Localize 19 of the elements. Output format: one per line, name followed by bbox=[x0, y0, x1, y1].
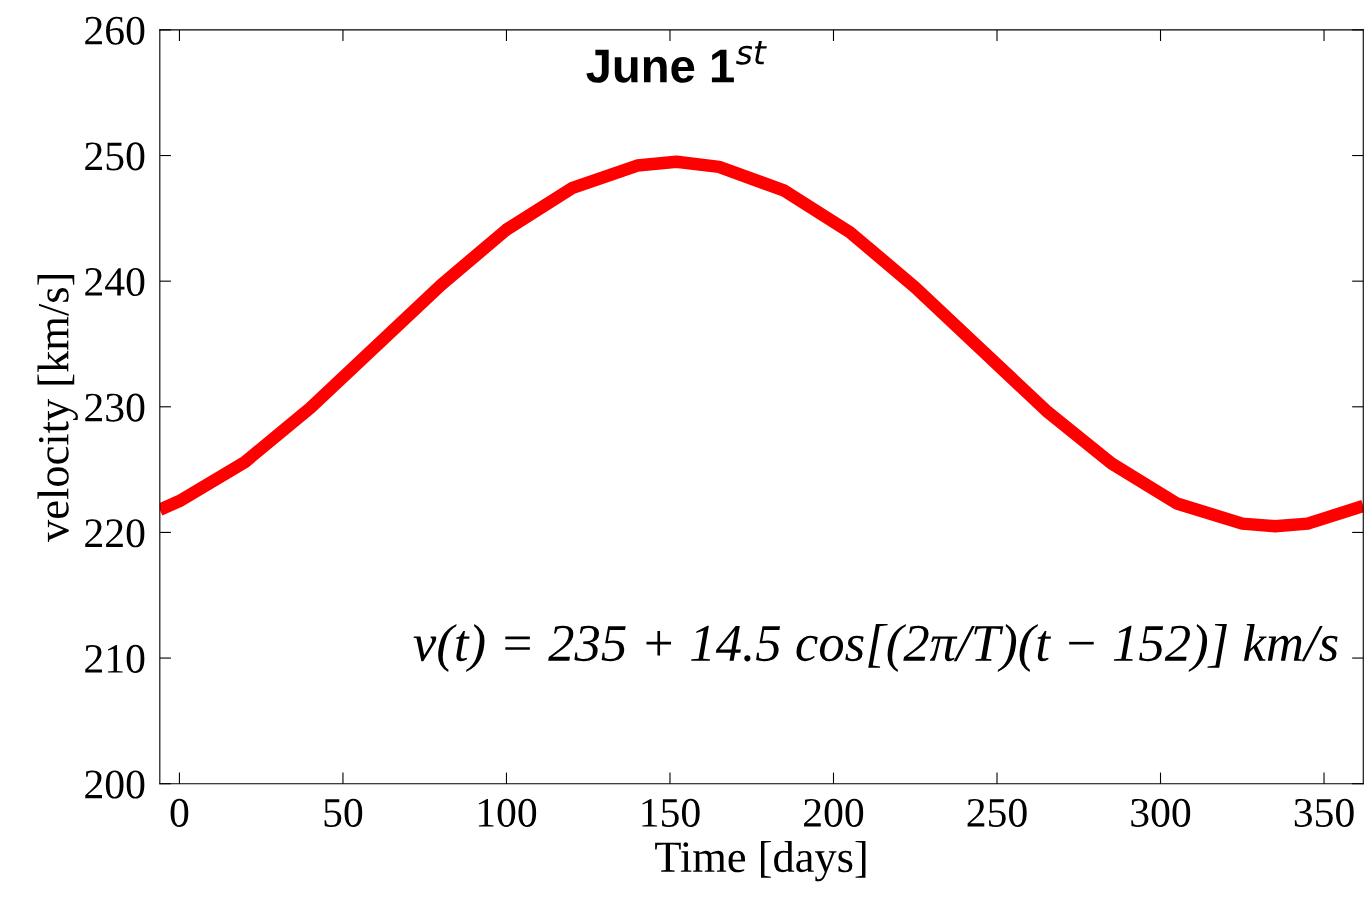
annotation: June 1$^{st}$ bbox=[586, 41, 767, 83]
x-tick-label: 50 bbox=[324, 798, 363, 827]
x-tick-label: 200 bbox=[804, 798, 864, 827]
y-axis-title: velocity [km/s] bbox=[37, 274, 78, 542]
x-tick-label: 300 bbox=[1131, 798, 1191, 827]
y-tick-label: 210 bbox=[85, 644, 145, 673]
y-tick-label: 230 bbox=[85, 393, 145, 422]
x-tick-label: 350 bbox=[1294, 798, 1354, 827]
x-tick-label: 250 bbox=[967, 798, 1027, 827]
x-tick-label: 150 bbox=[642, 798, 700, 827]
y-tick-label: 200 bbox=[85, 770, 145, 799]
y-tick-label: 240 bbox=[85, 267, 145, 297]
y-tick-label: 250 bbox=[85, 142, 145, 171]
y-tick-label: 260 bbox=[85, 16, 145, 45]
y-tick-label: 220 bbox=[85, 519, 145, 548]
x-tick-label: 0 bbox=[170, 798, 189, 827]
x-axis-title: Time [days] bbox=[655, 840, 866, 882]
annotation: v(t) = 235 + 14.5 cos[(2π/T)(t − 152)] km/s bbox=[413, 624, 1338, 672]
x-tick-label: 100 bbox=[478, 798, 537, 827]
